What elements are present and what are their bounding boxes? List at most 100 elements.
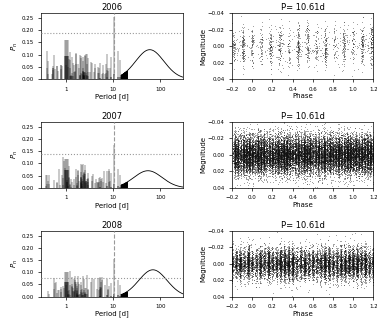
Point (284, 137, 290, 142)
Point (292, 164, 298, 169)
Point (271, 146, 277, 151)
Point (358, 252, 364, 258)
Point (270, 160, 276, 165)
Point (337, 263, 343, 268)
Point (303, 55, 310, 60)
Point (301, 251, 307, 256)
Point (311, 267, 317, 273)
Point (351, 167, 357, 172)
Point (285, 265, 291, 270)
Point (339, 152, 345, 157)
Point (303, 266, 309, 271)
Point (290, 150, 296, 156)
Point (236, 262, 242, 267)
Point (301, 163, 307, 168)
Point (235, 146, 241, 152)
Point (336, 151, 342, 156)
Point (308, 154, 314, 159)
Point (263, 160, 269, 165)
Point (280, 266, 286, 271)
Point (273, 261, 279, 267)
Point (343, 259, 349, 264)
Point (270, 249, 276, 255)
Point (248, 159, 254, 165)
Point (342, 148, 348, 153)
Point (319, 248, 325, 253)
Point (331, 250, 337, 255)
Point (319, 151, 325, 156)
Point (230, 143, 236, 148)
Point (322, 257, 328, 262)
Point (275, 149, 281, 154)
Point (357, 247, 363, 252)
Point (342, 150, 348, 155)
Point (250, 261, 256, 266)
Point (290, 272, 296, 277)
Point (254, 278, 260, 283)
Point (366, 143, 372, 148)
Point (234, 151, 240, 156)
Point (330, 156, 336, 162)
Point (326, 280, 333, 286)
Point (258, 266, 264, 271)
Point (301, 152, 307, 157)
Point (368, 61, 374, 66)
Point (345, 269, 351, 274)
Point (306, 154, 312, 159)
Point (342, 147, 348, 152)
Point (248, 259, 254, 265)
Point (314, 250, 320, 256)
Point (269, 257, 275, 262)
Point (364, 148, 370, 153)
Point (276, 151, 282, 156)
Point (346, 253, 352, 259)
Point (322, 142, 328, 147)
Point (310, 157, 316, 163)
Point (232, 154, 238, 159)
Point (231, 151, 238, 156)
Point (249, 154, 255, 159)
Point (243, 157, 249, 162)
Point (236, 139, 242, 144)
Point (261, 156, 267, 161)
Point (295, 146, 301, 151)
Point (278, 157, 284, 163)
Point (334, 257, 340, 262)
Point (257, 275, 264, 280)
Point (280, 266, 286, 271)
Point (304, 147, 310, 152)
Point (244, 256, 250, 261)
Point (343, 141, 349, 147)
Point (355, 265, 361, 270)
Point (289, 134, 295, 139)
Point (324, 135, 330, 141)
Point (355, 159, 361, 164)
Point (329, 147, 336, 153)
Point (276, 170, 282, 175)
Point (249, 64, 255, 69)
Point (247, 152, 253, 157)
Point (316, 259, 322, 264)
Point (322, 142, 328, 148)
Point (298, 162, 304, 167)
Point (301, 140, 307, 145)
Point (336, 160, 342, 166)
Point (303, 270, 309, 275)
Point (307, 262, 313, 267)
Point (297, 148, 303, 154)
Point (282, 246, 288, 251)
Point (270, 161, 276, 167)
Point (361, 265, 367, 271)
Point (318, 160, 324, 165)
Point (361, 272, 367, 277)
Point (327, 142, 333, 148)
Point (287, 264, 293, 269)
Point (360, 263, 366, 268)
Point (333, 136, 339, 141)
Point (340, 265, 346, 270)
Point (358, 241, 364, 246)
Point (239, 30, 245, 35)
Point (245, 261, 251, 266)
Point (252, 273, 258, 278)
Point (307, 151, 313, 156)
